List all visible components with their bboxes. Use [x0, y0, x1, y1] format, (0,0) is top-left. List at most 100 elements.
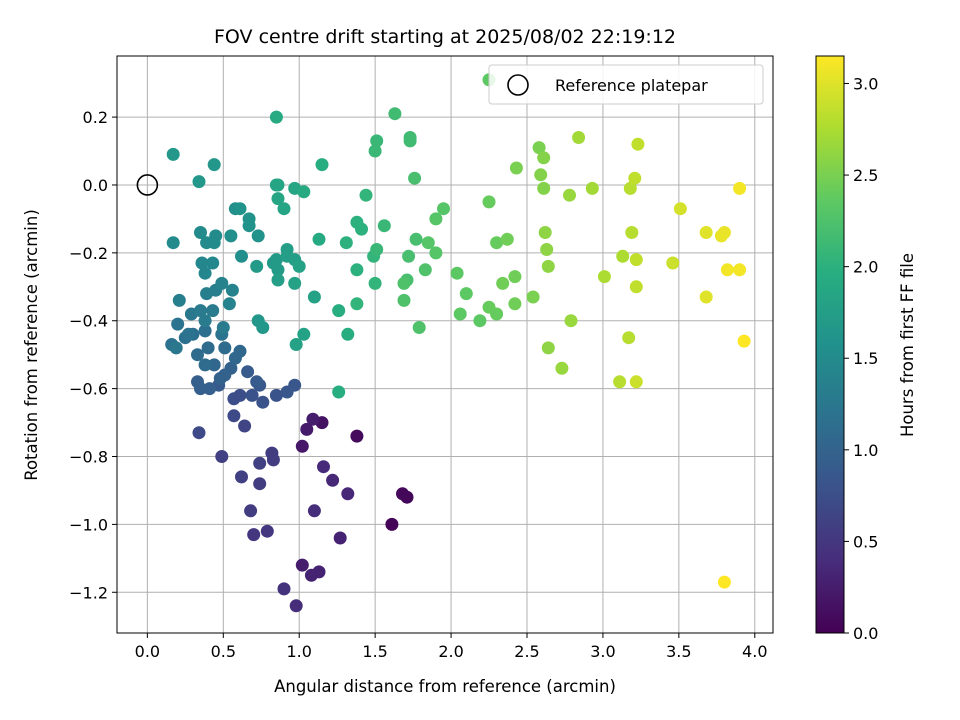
data-point: [370, 134, 384, 148]
data-point: [622, 331, 636, 345]
data-point: [265, 446, 279, 460]
data-point: [385, 517, 399, 531]
data-point: [699, 290, 713, 304]
data-point: [295, 558, 309, 572]
data-point: [245, 388, 259, 402]
colorbar-tick-label: 0.5: [853, 532, 878, 551]
data-point: [623, 181, 637, 195]
data-point: [631, 137, 645, 151]
x-tick-label: 2.5: [514, 642, 539, 661]
data-point: [250, 259, 264, 273]
colorbar-tick-label: 0.0: [853, 624, 878, 643]
plot-frame: [116, 55, 774, 634]
data-point: [673, 202, 687, 216]
data-point: [409, 232, 423, 246]
data-point: [271, 192, 285, 206]
data-point: [312, 565, 326, 579]
data-point: [225, 283, 239, 297]
data-point: [341, 327, 355, 341]
data-point: [564, 314, 578, 328]
data-point: [247, 528, 261, 542]
data-point: [288, 276, 302, 290]
data-point: [198, 358, 212, 372]
data-point: [332, 385, 346, 399]
data-point: [307, 290, 321, 304]
data-point: [350, 429, 364, 443]
data-point: [171, 317, 185, 331]
data-point: [271, 178, 285, 192]
data-point: [629, 280, 643, 294]
data-point: [251, 229, 265, 243]
data-point: [459, 287, 473, 301]
data-point: [625, 226, 639, 239]
x-tick-label: 0.5: [211, 642, 236, 661]
data-point: [332, 304, 346, 318]
x-tick-label: 3.5: [666, 642, 691, 661]
data-point: [222, 297, 236, 311]
data-point: [181, 327, 195, 341]
y-tick-label: −0.8: [69, 448, 108, 467]
data-point: [429, 246, 443, 260]
data-point: [450, 266, 464, 280]
data-point: [666, 256, 680, 270]
data-point: [256, 321, 270, 334]
data-point: [253, 477, 267, 491]
data-point: [509, 161, 523, 175]
y-tick-label: −1.0: [69, 515, 108, 534]
data-point: [292, 259, 306, 273]
y-axis-label: Rotation from reference (arcmin): [22, 209, 41, 481]
data-point: [733, 181, 747, 195]
data-point: [628, 171, 642, 185]
legend-marker-icon: [507, 74, 529, 96]
data-point: [540, 243, 554, 256]
data-point: [233, 202, 247, 216]
data-point: [194, 304, 207, 318]
data-point: [288, 378, 302, 392]
x-tick-label: 0.0: [135, 642, 160, 661]
data-point: [616, 249, 630, 263]
data-point: [192, 426, 206, 440]
x-tick-label: 3.0: [590, 642, 615, 661]
data-point: [500, 232, 514, 246]
data-point: [572, 131, 586, 144]
data-point: [169, 341, 183, 355]
y-tick-label: −0.6: [69, 380, 108, 399]
x-axis-label: Angular distance from reference (arcmin): [274, 677, 616, 696]
y-tick-label: 0.0: [83, 176, 108, 195]
data-point: [172, 293, 186, 307]
data-point: [350, 297, 364, 311]
data-point: [269, 253, 283, 267]
data-point: [195, 256, 209, 270]
data-point: [490, 236, 504, 250]
data-point: [490, 307, 504, 321]
data-point: [403, 134, 417, 148]
chart-title: FOV centre drift starting at 2025/08/02 …: [214, 26, 676, 48]
data-point: [242, 219, 256, 233]
y-tick-label: −1.2: [69, 583, 108, 602]
data-point: [541, 259, 555, 273]
colorbar-ticks: 0.0 0.5 1.0 1.5 2.0 2.5 3.0: [844, 74, 878, 643]
x-tick-label: 4.0: [742, 642, 767, 661]
data-point: [312, 232, 326, 246]
data-point: [238, 419, 252, 433]
data-point: [412, 321, 426, 334]
legend-label: Reference platepar: [555, 76, 708, 95]
data-point: [629, 375, 643, 389]
data-point: [244, 504, 258, 518]
x-tick-label: 2.0: [438, 642, 463, 661]
data-point: [717, 575, 731, 589]
data-point: [271, 263, 285, 277]
data-point: [629, 253, 643, 267]
data-point: [289, 599, 303, 613]
data-point: [269, 388, 283, 402]
y-tick-label: −0.4: [69, 312, 108, 331]
data-point: [235, 249, 248, 263]
data-point: [295, 439, 309, 453]
data-point: [482, 195, 496, 209]
data-point: [341, 487, 355, 501]
data-point: [720, 263, 734, 277]
data-point: [235, 470, 248, 484]
data-point: [370, 243, 384, 256]
colorbar-tick-label: 2.0: [853, 258, 878, 277]
data-point: [350, 263, 364, 277]
